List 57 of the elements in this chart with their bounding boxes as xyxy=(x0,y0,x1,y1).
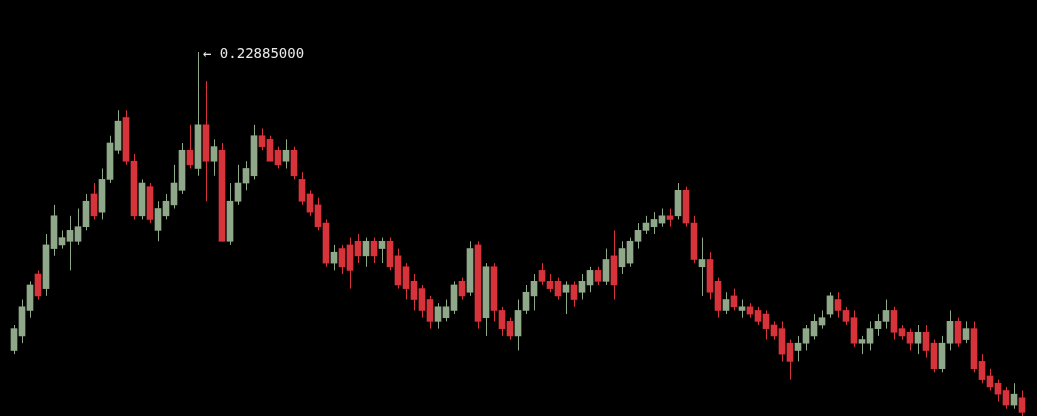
candlestick xyxy=(946,309,954,351)
candlestick xyxy=(954,317,962,348)
candlestick xyxy=(802,324,810,351)
candlestick xyxy=(298,171,306,206)
candlestick xyxy=(874,313,882,337)
candlestick xyxy=(410,273,418,311)
candlestick xyxy=(210,138,218,177)
candlestick xyxy=(594,266,602,286)
candlestick xyxy=(834,291,842,319)
candlestick xyxy=(738,299,746,319)
candlestick xyxy=(258,127,266,151)
candlestick xyxy=(906,328,914,351)
candlestick xyxy=(402,262,410,301)
candlestick xyxy=(722,291,730,315)
candlestick xyxy=(562,280,570,315)
candlestick xyxy=(890,306,898,341)
candlestick xyxy=(962,320,970,344)
candlestick xyxy=(794,335,802,362)
candlestick xyxy=(858,335,866,355)
candlestick xyxy=(546,273,554,293)
candlestick xyxy=(426,295,434,330)
candlestick xyxy=(818,309,826,330)
candlestick xyxy=(754,306,762,326)
candlestick xyxy=(578,273,586,301)
candlestick xyxy=(442,299,450,322)
candlestick xyxy=(658,208,666,228)
candlestick xyxy=(786,339,794,381)
candlestick xyxy=(618,240,626,275)
candlestick xyxy=(10,324,18,355)
candlestick xyxy=(842,306,850,326)
candlestick xyxy=(634,222,642,250)
candlestick xyxy=(378,237,386,264)
candlestick xyxy=(666,208,674,228)
candlestick xyxy=(978,353,986,384)
annotation: ← 0.22885000 xyxy=(203,44,305,61)
candlestick xyxy=(866,320,874,351)
candlestick xyxy=(914,324,922,355)
candlestick xyxy=(338,244,346,275)
candlestick xyxy=(698,237,706,297)
candlestick xyxy=(418,284,426,319)
candlestick xyxy=(282,138,290,169)
candlestick xyxy=(642,215,650,235)
candlestick xyxy=(266,135,274,162)
candlestick xyxy=(650,211,658,235)
candlestick xyxy=(882,299,890,330)
candlestick xyxy=(154,200,162,242)
candlestick xyxy=(234,164,242,206)
candlestick xyxy=(1018,390,1026,416)
candlestick xyxy=(58,229,66,250)
candlestick xyxy=(66,215,74,271)
candlestick xyxy=(74,208,82,246)
candlestick xyxy=(434,302,442,330)
candlestick xyxy=(498,306,506,337)
candlestick xyxy=(922,324,930,359)
candlestick xyxy=(538,262,546,286)
candlestick xyxy=(522,284,530,315)
candlestick xyxy=(602,248,610,286)
